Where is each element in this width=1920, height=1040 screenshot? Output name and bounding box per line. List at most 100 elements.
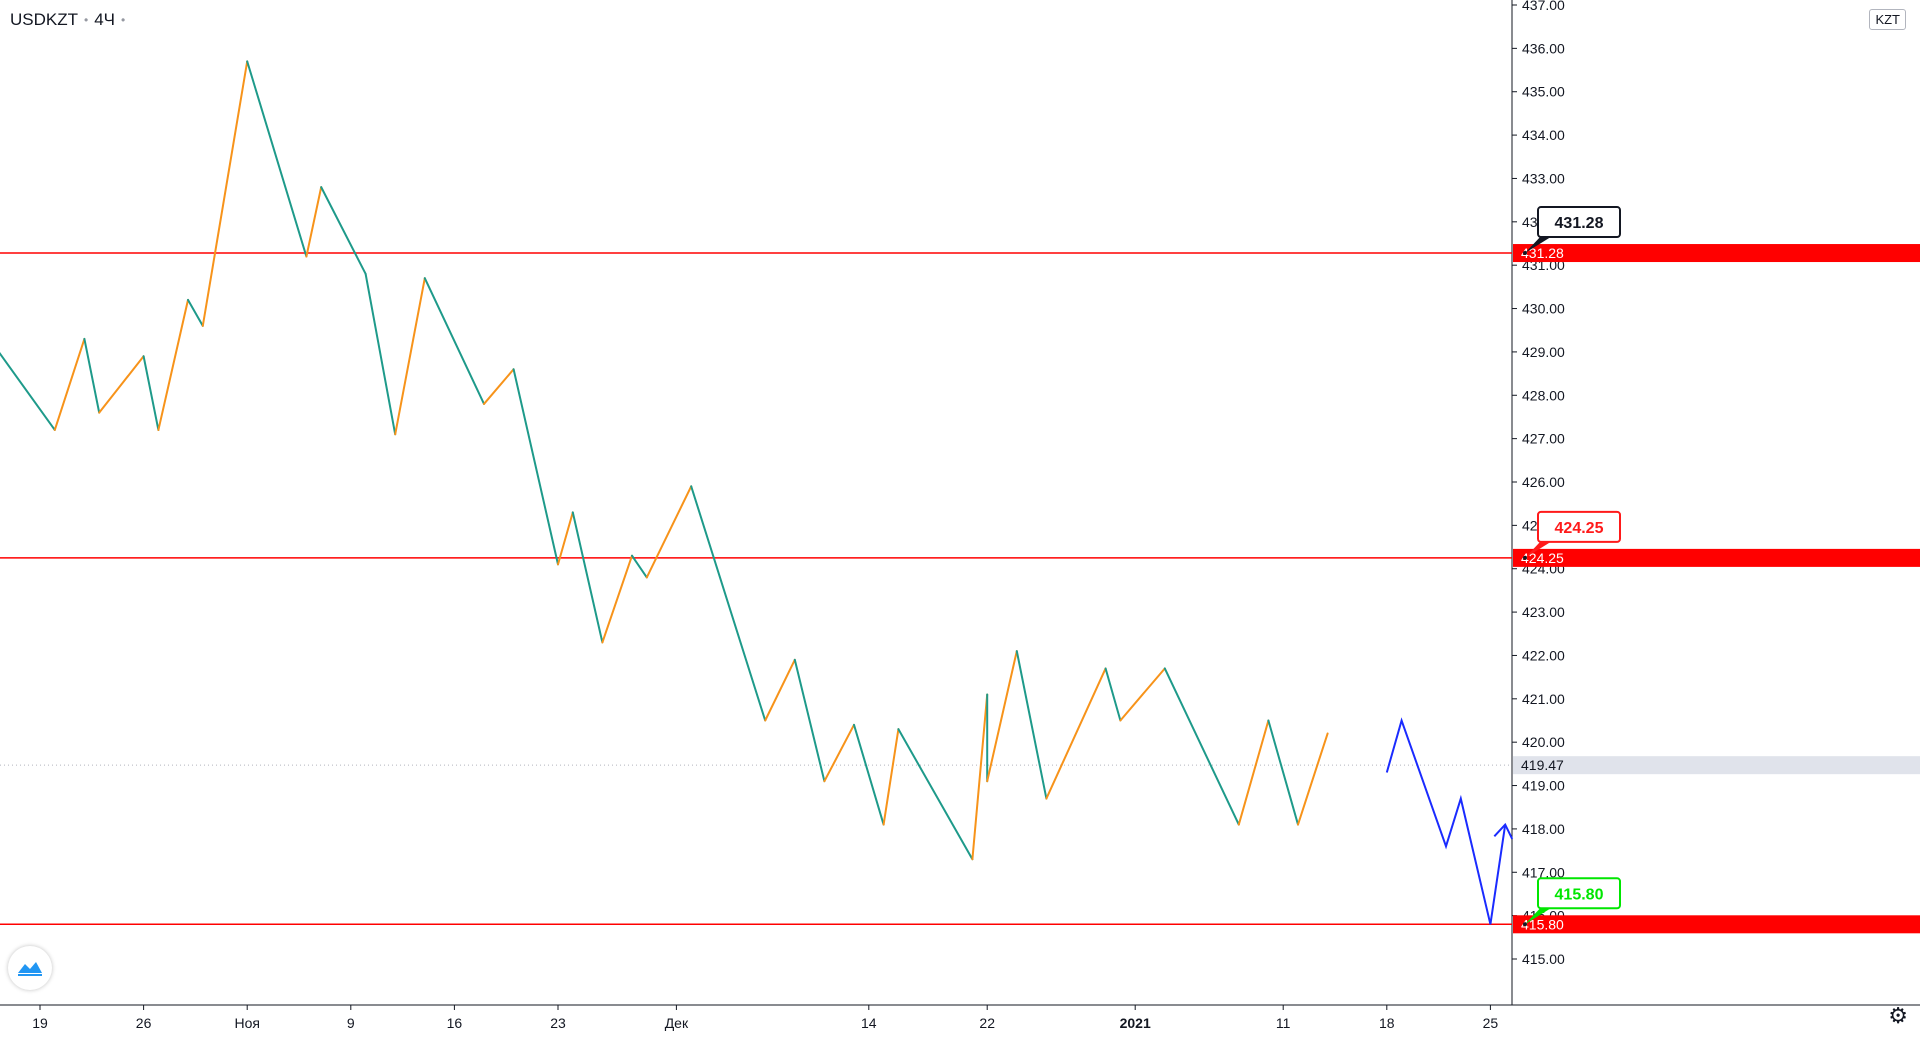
x-tick-label: 9	[347, 1015, 355, 1031]
x-tick-label: 26	[136, 1015, 152, 1031]
y-tick-label: 419.00	[1522, 778, 1565, 794]
zigzag-up-segment	[823, 723, 855, 783]
x-tick-label: Дек	[665, 1015, 689, 1031]
x-tick-label: 23	[550, 1015, 566, 1031]
level-axis-label: 415.80	[1521, 916, 1564, 932]
y-tick-label: 427.00	[1522, 431, 1565, 447]
gear-icon[interactable]: ⚙	[1888, 1003, 1908, 1028]
zigzag-up-segment	[1119, 667, 1166, 722]
level-axis-label: 431.28	[1521, 245, 1564, 261]
callout-anchor	[1523, 922, 1527, 927]
zigzag-down-segment	[631, 554, 648, 579]
zigzag-down-segment	[320, 186, 367, 275]
y-tick-label: 429.00	[1522, 344, 1565, 360]
level-callout-label: 424.25	[1555, 520, 1604, 537]
zigzag-up-segment	[601, 554, 633, 644]
y-tick-label: 422.00	[1522, 647, 1565, 663]
status-dot: •	[121, 13, 126, 27]
zigzag-down-segment	[1267, 719, 1299, 826]
zigzag-down-segment	[1015, 650, 1048, 800]
zigzag-down-segment	[187, 298, 204, 327]
y-tick-label: 437.00	[1522, 0, 1565, 13]
forecast-arrowhead	[1493, 822, 1514, 840]
zigzag-up-segment	[971, 693, 989, 861]
zigzag-down-segment	[0, 351, 56, 431]
zigzag-down-segment	[1163, 667, 1240, 826]
zigzag-up-segment	[98, 355, 145, 414]
zigzag-up-segment	[1237, 719, 1270, 826]
x-tick-label: 14	[861, 1015, 877, 1031]
x-tick-label: 11	[1276, 1015, 1291, 1031]
forecast-path[interactable]	[1385, 717, 1507, 925]
level-axis-badge	[1513, 244, 1920, 263]
zigzag-up-segment	[764, 658, 796, 722]
interval-label[interactable]: 4Ч	[94, 10, 115, 29]
zigzag-up-segment	[986, 650, 1018, 783]
zigzag-down-segment	[246, 60, 308, 258]
zigzag-up-segment	[201, 60, 249, 327]
level-callout-label: 415.80	[1555, 886, 1604, 903]
y-tick-label: 420.00	[1522, 734, 1565, 750]
zigzag-down-segment	[897, 728, 974, 861]
zigzag-up-segment	[1045, 667, 1107, 800]
symbol-name[interactable]: USDKZT	[10, 10, 78, 29]
level-callout-box[interactable]	[1537, 510, 1621, 543]
symbol-header[interactable]: USDKZT • 4Ч •	[10, 10, 125, 30]
callout-anchor	[1523, 251, 1527, 256]
zigzag-up-segment	[557, 511, 574, 566]
zigzag-up-segment	[645, 485, 693, 579]
y-tick-label: 423.00	[1522, 604, 1565, 620]
y-tick-label: 435.00	[1522, 84, 1565, 100]
zigzag-down-segment	[364, 272, 397, 436]
callout-pointer	[1525, 539, 1554, 558]
zigzag-down-segment	[83, 337, 101, 414]
y-tick-label: 421.00	[1522, 691, 1565, 707]
level-axis-badge	[1513, 915, 1920, 934]
zigzag-down-segment	[512, 368, 559, 566]
zigzag-up-segment	[157, 298, 189, 431]
y-tick-label: 433.00	[1522, 170, 1565, 186]
y-tick-label: 430.00	[1522, 301, 1565, 317]
y-tick-label: 426.00	[1522, 474, 1565, 490]
zigzag-down-segment	[793, 658, 826, 783]
zigzag-down-segment	[853, 723, 885, 826]
x-tick-label: 19	[32, 1015, 48, 1031]
zigzag-down-segment	[690, 485, 767, 722]
zigzag-up-segment	[1297, 732, 1329, 826]
last-price-label: 419.47	[1521, 757, 1564, 773]
zigzag-down-segment	[1104, 667, 1122, 722]
last-price-badge	[1513, 756, 1920, 775]
x-tick-label: Ноя	[234, 1015, 259, 1031]
level-axis-badge	[1513, 548, 1920, 567]
x-tick-label: 22	[979, 1015, 995, 1031]
level-callout-box[interactable]	[1537, 877, 1621, 910]
zigzag-down-segment	[142, 355, 160, 431]
zigzag-up-segment	[305, 186, 323, 258]
zigzag-up-segment	[882, 728, 900, 826]
x-tick-label: 18	[1379, 1015, 1395, 1031]
y-tick-label: 436.00	[1522, 40, 1565, 56]
y-tick-label: 418.00	[1522, 821, 1565, 837]
level-callout-box[interactable]	[1537, 206, 1621, 239]
x-tick-label: 25	[1483, 1015, 1499, 1031]
callout-anchor	[1523, 555, 1527, 560]
x-tick-label: 16	[447, 1015, 463, 1031]
x-tick-label: 2021	[1120, 1015, 1151, 1031]
zigzag-up-segment	[53, 337, 86, 431]
callout-pointer	[1525, 906, 1554, 925]
y-tick-label: 428.00	[1522, 387, 1565, 403]
zigzag-up-segment	[483, 368, 515, 405]
zigzag-up-segment	[394, 277, 426, 436]
y-tick-label: 415.00	[1522, 951, 1565, 967]
separator-dot: •	[84, 13, 89, 27]
zigzag-down-segment	[423, 277, 485, 405]
zigzag-down-segment	[571, 511, 604, 644]
level-callout-label: 431.28	[1555, 215, 1604, 232]
tradingview-logo-icon[interactable]	[8, 946, 52, 990]
currency-badge[interactable]: KZT	[1869, 9, 1906, 30]
y-tick-label: 434.00	[1522, 127, 1565, 143]
level-axis-label: 424.25	[1521, 550, 1564, 566]
y-tick-label: 417.00	[1522, 864, 1565, 880]
callout-pointer	[1525, 235, 1554, 254]
